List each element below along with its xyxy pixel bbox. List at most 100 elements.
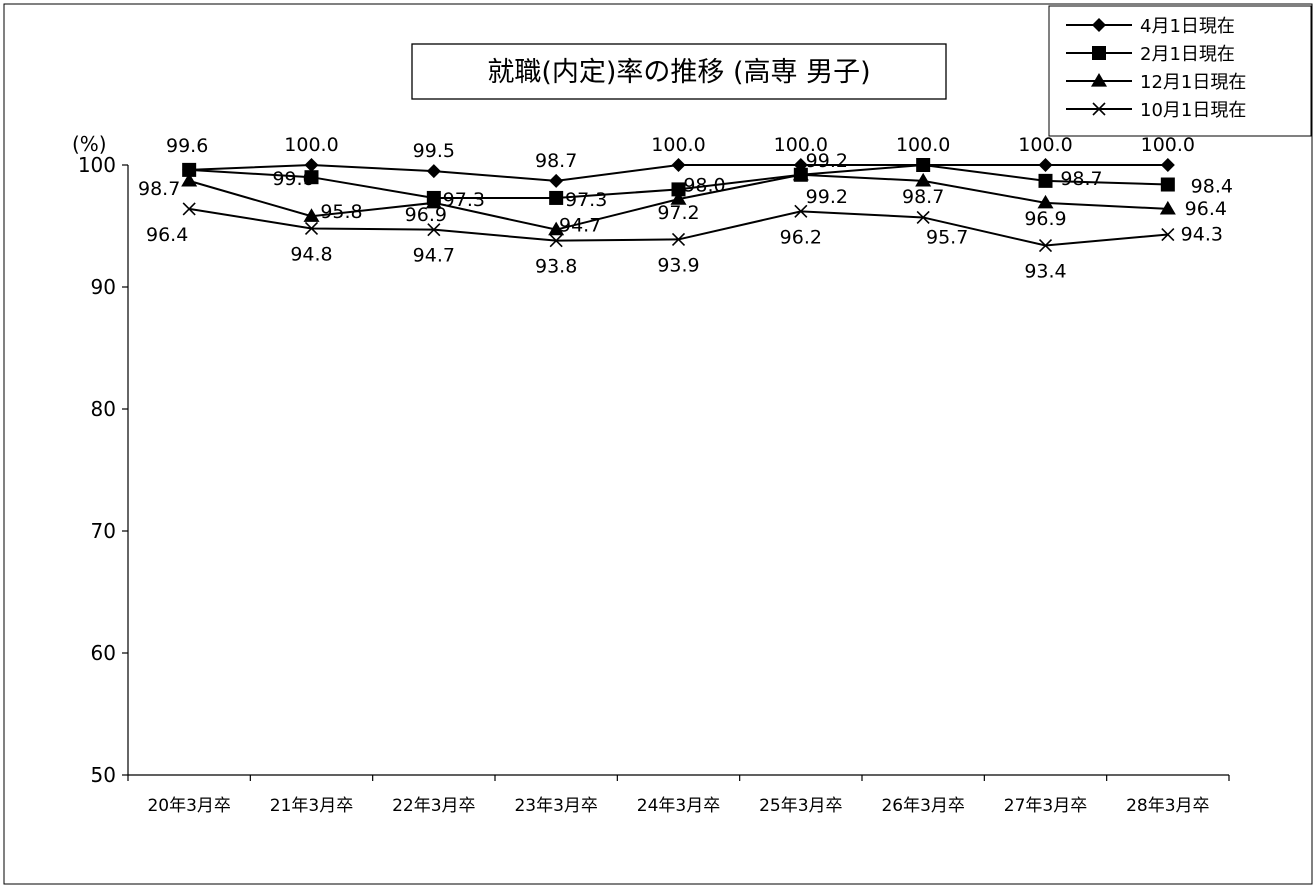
data-point [303,208,320,222]
x-marker-stroke [1038,238,1053,253]
data-point [304,170,319,185]
data-label: 97.3 [565,189,607,211]
data-label: 96.4 [146,224,188,246]
x-tick-label: 22年3月卒 [392,796,475,816]
data-label: 98.7 [138,178,180,200]
x-marker-stroke [304,221,319,236]
data-label: 98.7 [1060,168,1102,190]
axes: 50 60 70 80 90 100 20年3月卒 21年3月卒 22年3月卒 23年3月卒 24年… [78,153,1230,816]
data-label: 93.8 [535,256,577,278]
legend: 4月1日現在 2月1日現在 12月1日現在 10月1日現在 [1048,5,1312,137]
data-label: 99.6 [166,135,208,157]
data-label: 100.0 [774,134,828,156]
y-tick-label: 50 [91,763,116,787]
x-tick-label: 23年3月卒 [514,796,597,816]
data-label: 97.2 [657,202,699,224]
data-point [916,158,931,172]
x-tick-label: 20年3月卒 [147,796,230,816]
data-label: 97.3 [443,189,485,211]
data-point [427,223,441,237]
data-point [1038,158,1053,172]
data-label: 99.0 [272,168,314,190]
data-point [1037,194,1054,209]
title-box [411,43,947,100]
x-marker-stroke [794,204,808,218]
data-point [670,191,687,205]
legend-entry: 2月1日現在 [1066,44,1235,65]
x-marker-stroke [671,232,686,246]
chart-border [3,3,1313,885]
data-label: 96.9 [405,204,447,226]
x-marker-stroke [549,234,563,248]
plot-area: 99.6 100.0 99.5 98.7 100.0 100.0 100.0 100.0 100… [138,134,1233,283]
legend-marker [1091,73,1107,87]
y-tick-label: 100 [78,153,116,177]
data-point [1038,238,1053,253]
data-point [794,204,808,218]
data-label: 93.9 [657,254,699,276]
data-label: 94.7 [413,245,455,267]
data-label: 99.2 [806,150,848,172]
x-marker-stroke [1092,102,1106,116]
data-point [671,182,686,197]
data-label: 100.0 [896,134,950,156]
data-point [304,221,319,236]
data-label: 94.7 [559,215,601,237]
data-label: 99.2 [806,186,848,208]
y-tick-label: 60 [91,641,116,665]
data-point [1161,227,1175,242]
data-point [792,166,809,181]
legend-label: 12月1日現在 [1140,72,1246,93]
series-3: 98.7 95.8 96.9 94.7 97.2 99.2 98.7 96.9 96.4 [138,166,1227,237]
legend-marker [1092,102,1106,116]
x-marker-stroke [182,202,196,216]
y-axis-label: (%) [72,132,107,156]
data-point [1160,177,1175,192]
data-point [182,162,197,177]
data-point [916,210,930,225]
data-point [182,202,196,216]
x-tick-label: 25年3月卒 [759,796,842,816]
legend-marker [1092,46,1106,60]
legend-entry: 10月1日現在 [1066,100,1246,121]
data-label: 96.9 [1024,208,1066,230]
data-label: 98.7 [902,186,944,208]
data-label: 94.8 [290,243,332,265]
legend-entry: 4月1日現在 [1066,16,1235,37]
x-tick-label: 26年3月卒 [881,796,964,816]
data-label: 98.4 [1191,176,1233,198]
x-tick-label: 28年3月卒 [1126,796,1209,816]
data-point [426,164,441,179]
data-point [671,232,686,246]
legend-label: 4月1日現在 [1140,16,1235,37]
data-label: 96.4 [1185,198,1227,220]
x-tick-label: 24年3月卒 [637,796,720,816]
legend-label: 2月1日現在 [1140,44,1235,65]
data-point [671,158,686,172]
data-point [549,173,564,188]
data-point [915,172,932,187]
legend-entry: 12月1日現在 [1066,72,1246,93]
y-tick-label: 90 [91,275,116,299]
data-label: 95.7 [926,226,968,248]
data-label: 100.0 [1141,134,1195,156]
data-point [1038,173,1053,188]
data-point [425,194,442,209]
data-label: 93.4 [1024,261,1066,283]
y-tick-label: 70 [91,519,116,543]
x-tick-label: 27年3月卒 [1004,796,1087,816]
data-point [549,190,564,205]
data-label: 100.0 [651,134,705,156]
legend-marker [1092,18,1106,32]
y-tick-label: 80 [91,397,116,421]
data-point [1159,200,1176,215]
data-label: 99.5 [413,140,455,162]
data-label: 96.2 [780,226,822,248]
data-point [548,221,565,236]
data-point [304,158,319,172]
data-label: 100.0 [1018,134,1072,156]
legend-label: 10月1日現在 [1140,100,1246,121]
data-point [549,234,563,248]
x-marker-stroke [916,210,930,225]
